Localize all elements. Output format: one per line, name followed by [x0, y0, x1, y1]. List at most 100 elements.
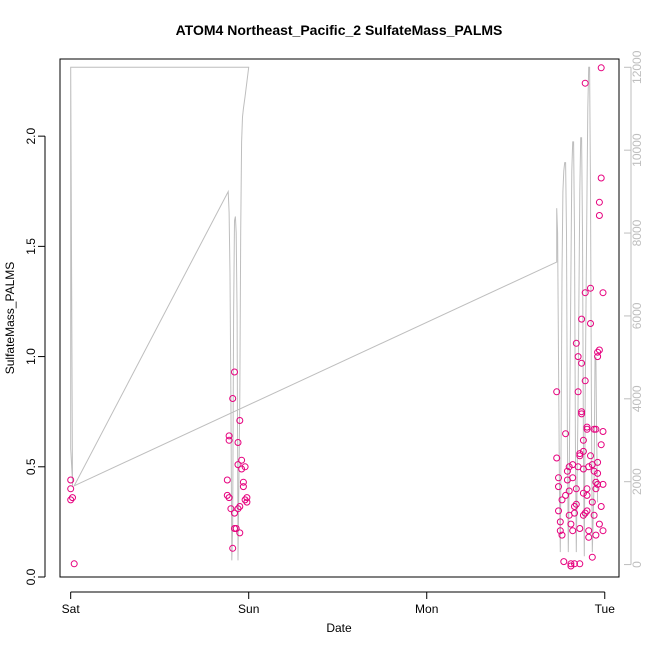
data-point: [236, 503, 244, 510]
data-point: [595, 198, 603, 206]
chart-title: ATOM4 Northeast_Pacific_2 SulfateMass_PA…: [176, 22, 503, 38]
data-point: [563, 467, 571, 475]
data-point: [234, 505, 242, 513]
data-point: [595, 212, 603, 219]
data-point: [576, 525, 584, 532]
data-point: [574, 353, 582, 361]
altitude-line-layer: [70, 66, 599, 561]
data-point: [581, 377, 589, 385]
data-point: [241, 496, 249, 504]
y-axis-label: SulfateMass_PALMS: [3, 262, 17, 375]
y2-tick-label: 0: [630, 561, 644, 568]
data-point: [579, 489, 587, 497]
data-point: [67, 476, 75, 484]
x-tick-label: Sun: [238, 602, 259, 616]
data-point: [565, 487, 573, 495]
data-point: [555, 483, 562, 491]
y2-tick-label: 12000: [630, 50, 644, 84]
data-point: [556, 527, 564, 535]
data-point: [583, 485, 591, 493]
y-axis-right: 0 2000 4000 6000 8000 10000 12000: [624, 50, 644, 568]
data-point: [243, 498, 251, 506]
data-point: [597, 174, 605, 182]
data-point: [571, 509, 578, 517]
data-point: [234, 439, 242, 446]
data-point: [553, 454, 561, 462]
data-point: [583, 423, 591, 431]
data-point: [594, 480, 602, 488]
data-point: [590, 511, 598, 519]
data-point: [572, 339, 580, 347]
y-tick-label: 0.5: [24, 458, 38, 475]
plot-frame: [59, 58, 620, 578]
y-tick-label: 1.5: [24, 238, 38, 255]
data-point: [229, 395, 237, 402]
data-point: [558, 531, 566, 539]
data-point: [231, 368, 238, 376]
data-point: [583, 507, 591, 515]
data-point: [234, 461, 242, 469]
data-point: [225, 436, 233, 444]
data-point: [567, 562, 575, 570]
x-tick-label: Mon: [415, 602, 438, 616]
data-point: [595, 520, 603, 528]
data-point: [597, 64, 605, 72]
data-point: [238, 465, 246, 473]
data-point: [239, 483, 247, 491]
data-point: [556, 518, 564, 526]
data-point: [587, 452, 594, 460]
data-point: [587, 284, 594, 292]
data-point: [590, 467, 598, 475]
data-point: [599, 289, 607, 297]
y2-tick-label: 6000: [630, 302, 644, 329]
data-point: [236, 529, 244, 537]
data-point: [578, 359, 586, 367]
data-point: [67, 485, 75, 493]
y2-tick-label: 4000: [630, 385, 644, 412]
data-point: [238, 456, 246, 464]
data-point: [241, 463, 249, 471]
data-point: [229, 544, 237, 552]
data-point: [585, 533, 593, 541]
data-point: [67, 496, 75, 504]
data-point: [569, 474, 577, 482]
y-tick-label: 2.0: [24, 127, 38, 144]
y-tick-label: 0.0: [24, 568, 38, 585]
data-point: [69, 494, 76, 502]
data-point: [232, 525, 240, 532]
data-point: [587, 320, 594, 327]
x-axis: Sat Sun Mon Tue: [62, 591, 616, 616]
data-point: [588, 498, 596, 506]
data-point: [225, 432, 233, 440]
y2-tick-label: 8000: [630, 219, 644, 246]
data-point: [581, 509, 589, 517]
points-layer: [67, 64, 607, 570]
data-point: [239, 478, 247, 486]
data-point: [576, 560, 584, 568]
y-tick-label: 1.0: [24, 348, 38, 365]
data-point: [567, 560, 575, 568]
data-point: [592, 478, 600, 486]
data-point: [592, 425, 600, 433]
data-point: [227, 505, 235, 513]
data-point: [581, 289, 589, 297]
x-axis-label: Date: [326, 621, 352, 635]
data-point: [579, 511, 587, 519]
data-point: [572, 485, 580, 493]
data-point: [588, 553, 596, 561]
x-tick-label: Tue: [595, 602, 616, 616]
y2-tick-label: 2000: [630, 468, 644, 495]
data-point: [569, 527, 577, 535]
data-point: [70, 560, 78, 568]
x-tick-label: Sat: [62, 602, 81, 616]
data-point: [599, 527, 607, 535]
data-point: [562, 491, 570, 499]
data-point: [243, 494, 251, 502]
y2-tick-label: 10000: [630, 133, 644, 167]
data-point: [594, 458, 602, 466]
data-point: [592, 531, 600, 539]
data-point: [578, 408, 586, 416]
data-point: [555, 507, 562, 515]
data-point: [223, 476, 231, 484]
